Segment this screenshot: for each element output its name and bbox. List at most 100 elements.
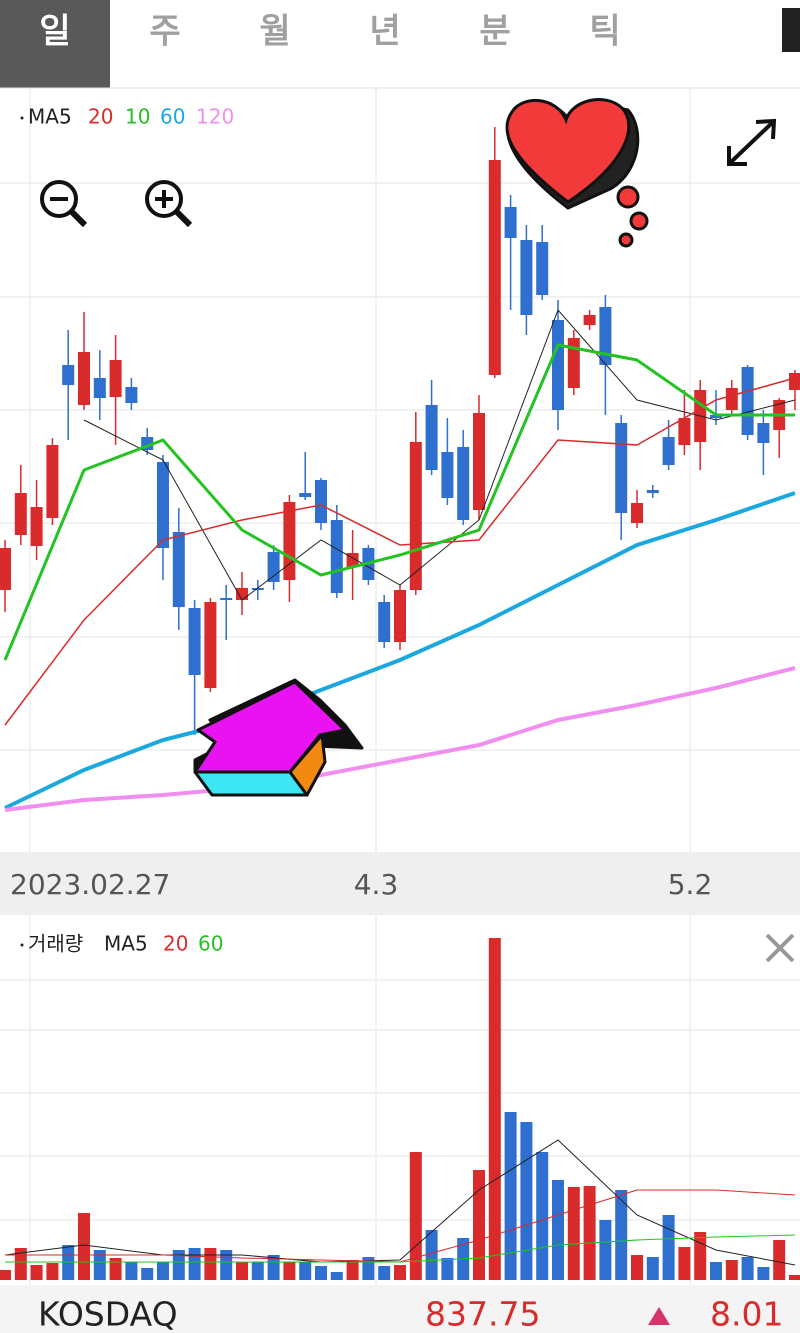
volume-bar [567, 1187, 580, 1280]
volume-bar [330, 1272, 343, 1280]
volume-bar [283, 1262, 296, 1280]
period-tab[interactable]: 월 [259, 12, 290, 52]
period-tab[interactable]: 일 [39, 12, 70, 52]
volume-chart: 거래량 MA5 20 60 [0, 932, 800, 1280]
volume-bar [678, 1247, 691, 1280]
volume-bar [615, 1190, 628, 1280]
candle-body [504, 207, 517, 238]
volume-bar [125, 1262, 138, 1280]
candle-body [0, 548, 11, 590]
volume-bar [188, 1248, 201, 1280]
volume-bar [488, 938, 501, 1280]
volume-bar [757, 1267, 770, 1280]
volume-bar [157, 1262, 169, 1280]
volume-bar [520, 1122, 533, 1280]
candle-body [599, 307, 612, 365]
candle-body [646, 490, 659, 493]
tab-bar [0, 0, 800, 88]
period-tab[interactable]: 년 [369, 12, 400, 52]
candle-body [425, 405, 438, 470]
volume-bar [741, 1257, 754, 1280]
volume-bar [46, 1263, 59, 1280]
period-tab[interactable]: 틱 [589, 12, 620, 52]
tab-selected-bg [0, 0, 110, 88]
volume-bar [299, 1262, 312, 1280]
candle-body [741, 367, 754, 435]
close-volume-button[interactable] [765, 933, 795, 963]
volume-bar [725, 1260, 738, 1280]
volume-bar [251, 1262, 264, 1280]
volume-bar [646, 1257, 659, 1280]
candle-body [631, 503, 643, 523]
candle-body [220, 598, 233, 600]
expand-button[interactable] [727, 118, 777, 166]
candle-body [172, 532, 185, 607]
volume-bar [78, 1213, 90, 1280]
legend-entry: MA5 [104, 932, 148, 956]
candle-body [109, 360, 122, 397]
candle-body [188, 608, 201, 675]
candle-body [78, 352, 90, 405]
candle-body [267, 552, 280, 582]
volume-bar [425, 1230, 438, 1280]
ma-line [4, 377, 796, 726]
volume-bar [710, 1262, 722, 1280]
ma-line [4, 666, 796, 812]
candle-body [236, 588, 248, 600]
candle-body [157, 462, 169, 548]
candle-body [662, 437, 675, 465]
ma-line [83, 309, 796, 601]
candle-body [315, 480, 327, 523]
candle-body [757, 423, 770, 443]
legend-bullet [20, 943, 24, 947]
volume-bar [362, 1257, 375, 1280]
candle-body [536, 242, 549, 295]
volume-bar [267, 1255, 280, 1280]
date-label: 4.3 [354, 868, 399, 901]
candle-body [125, 387, 138, 403]
volume-bar [583, 1186, 596, 1280]
candle-body [488, 160, 501, 375]
candle-body [725, 388, 738, 410]
volume-bar [394, 1265, 406, 1280]
date-label: 2023.02.27 [10, 868, 170, 901]
candle-body [14, 493, 27, 535]
candle-body [441, 452, 454, 498]
candle-body [615, 423, 628, 513]
period-tab[interactable]: 분 [479, 12, 510, 52]
volume-bar [236, 1262, 248, 1280]
market-price: 837.75 [425, 1295, 540, 1333]
volume-bar [694, 1232, 707, 1280]
volume-title: 거래량 [28, 932, 83, 956]
legend-entry: 20 [163, 932, 188, 956]
candle-body [283, 502, 296, 580]
candle-body [46, 445, 59, 518]
legend-entry: 60 [198, 932, 223, 956]
legend-entry: 60 [160, 105, 185, 129]
legend-bullet [20, 116, 24, 120]
zoom-in-button[interactable] [145, 180, 193, 228]
volume-bar [773, 1240, 786, 1280]
ma-line [4, 1139, 796, 1266]
volume-bar [204, 1248, 217, 1280]
zoom-out-button[interactable] [40, 180, 88, 228]
candle-body [62, 365, 75, 385]
date-label: 5.2 [668, 868, 713, 901]
candle-body [409, 442, 422, 590]
period-tab[interactable]: 주 [149, 12, 180, 52]
candle-body [789, 373, 800, 390]
arrow-sticker [193, 678, 364, 797]
menu-icon[interactable] [782, 8, 800, 52]
ma-line [5, 1234, 796, 1263]
candle-body [251, 588, 264, 590]
legend-entry: 20 [88, 105, 113, 129]
volume-bar [441, 1258, 454, 1280]
legend-entry: 120 [196, 105, 234, 129]
volume-bar [789, 1275, 800, 1280]
candle-body [678, 418, 691, 445]
date-band [0, 852, 800, 915]
price-chart: MA5 20 10 60 120 [0, 105, 800, 812]
volume-bar [109, 1258, 122, 1280]
candle-body [394, 590, 406, 642]
volume-bar [473, 1170, 485, 1280]
